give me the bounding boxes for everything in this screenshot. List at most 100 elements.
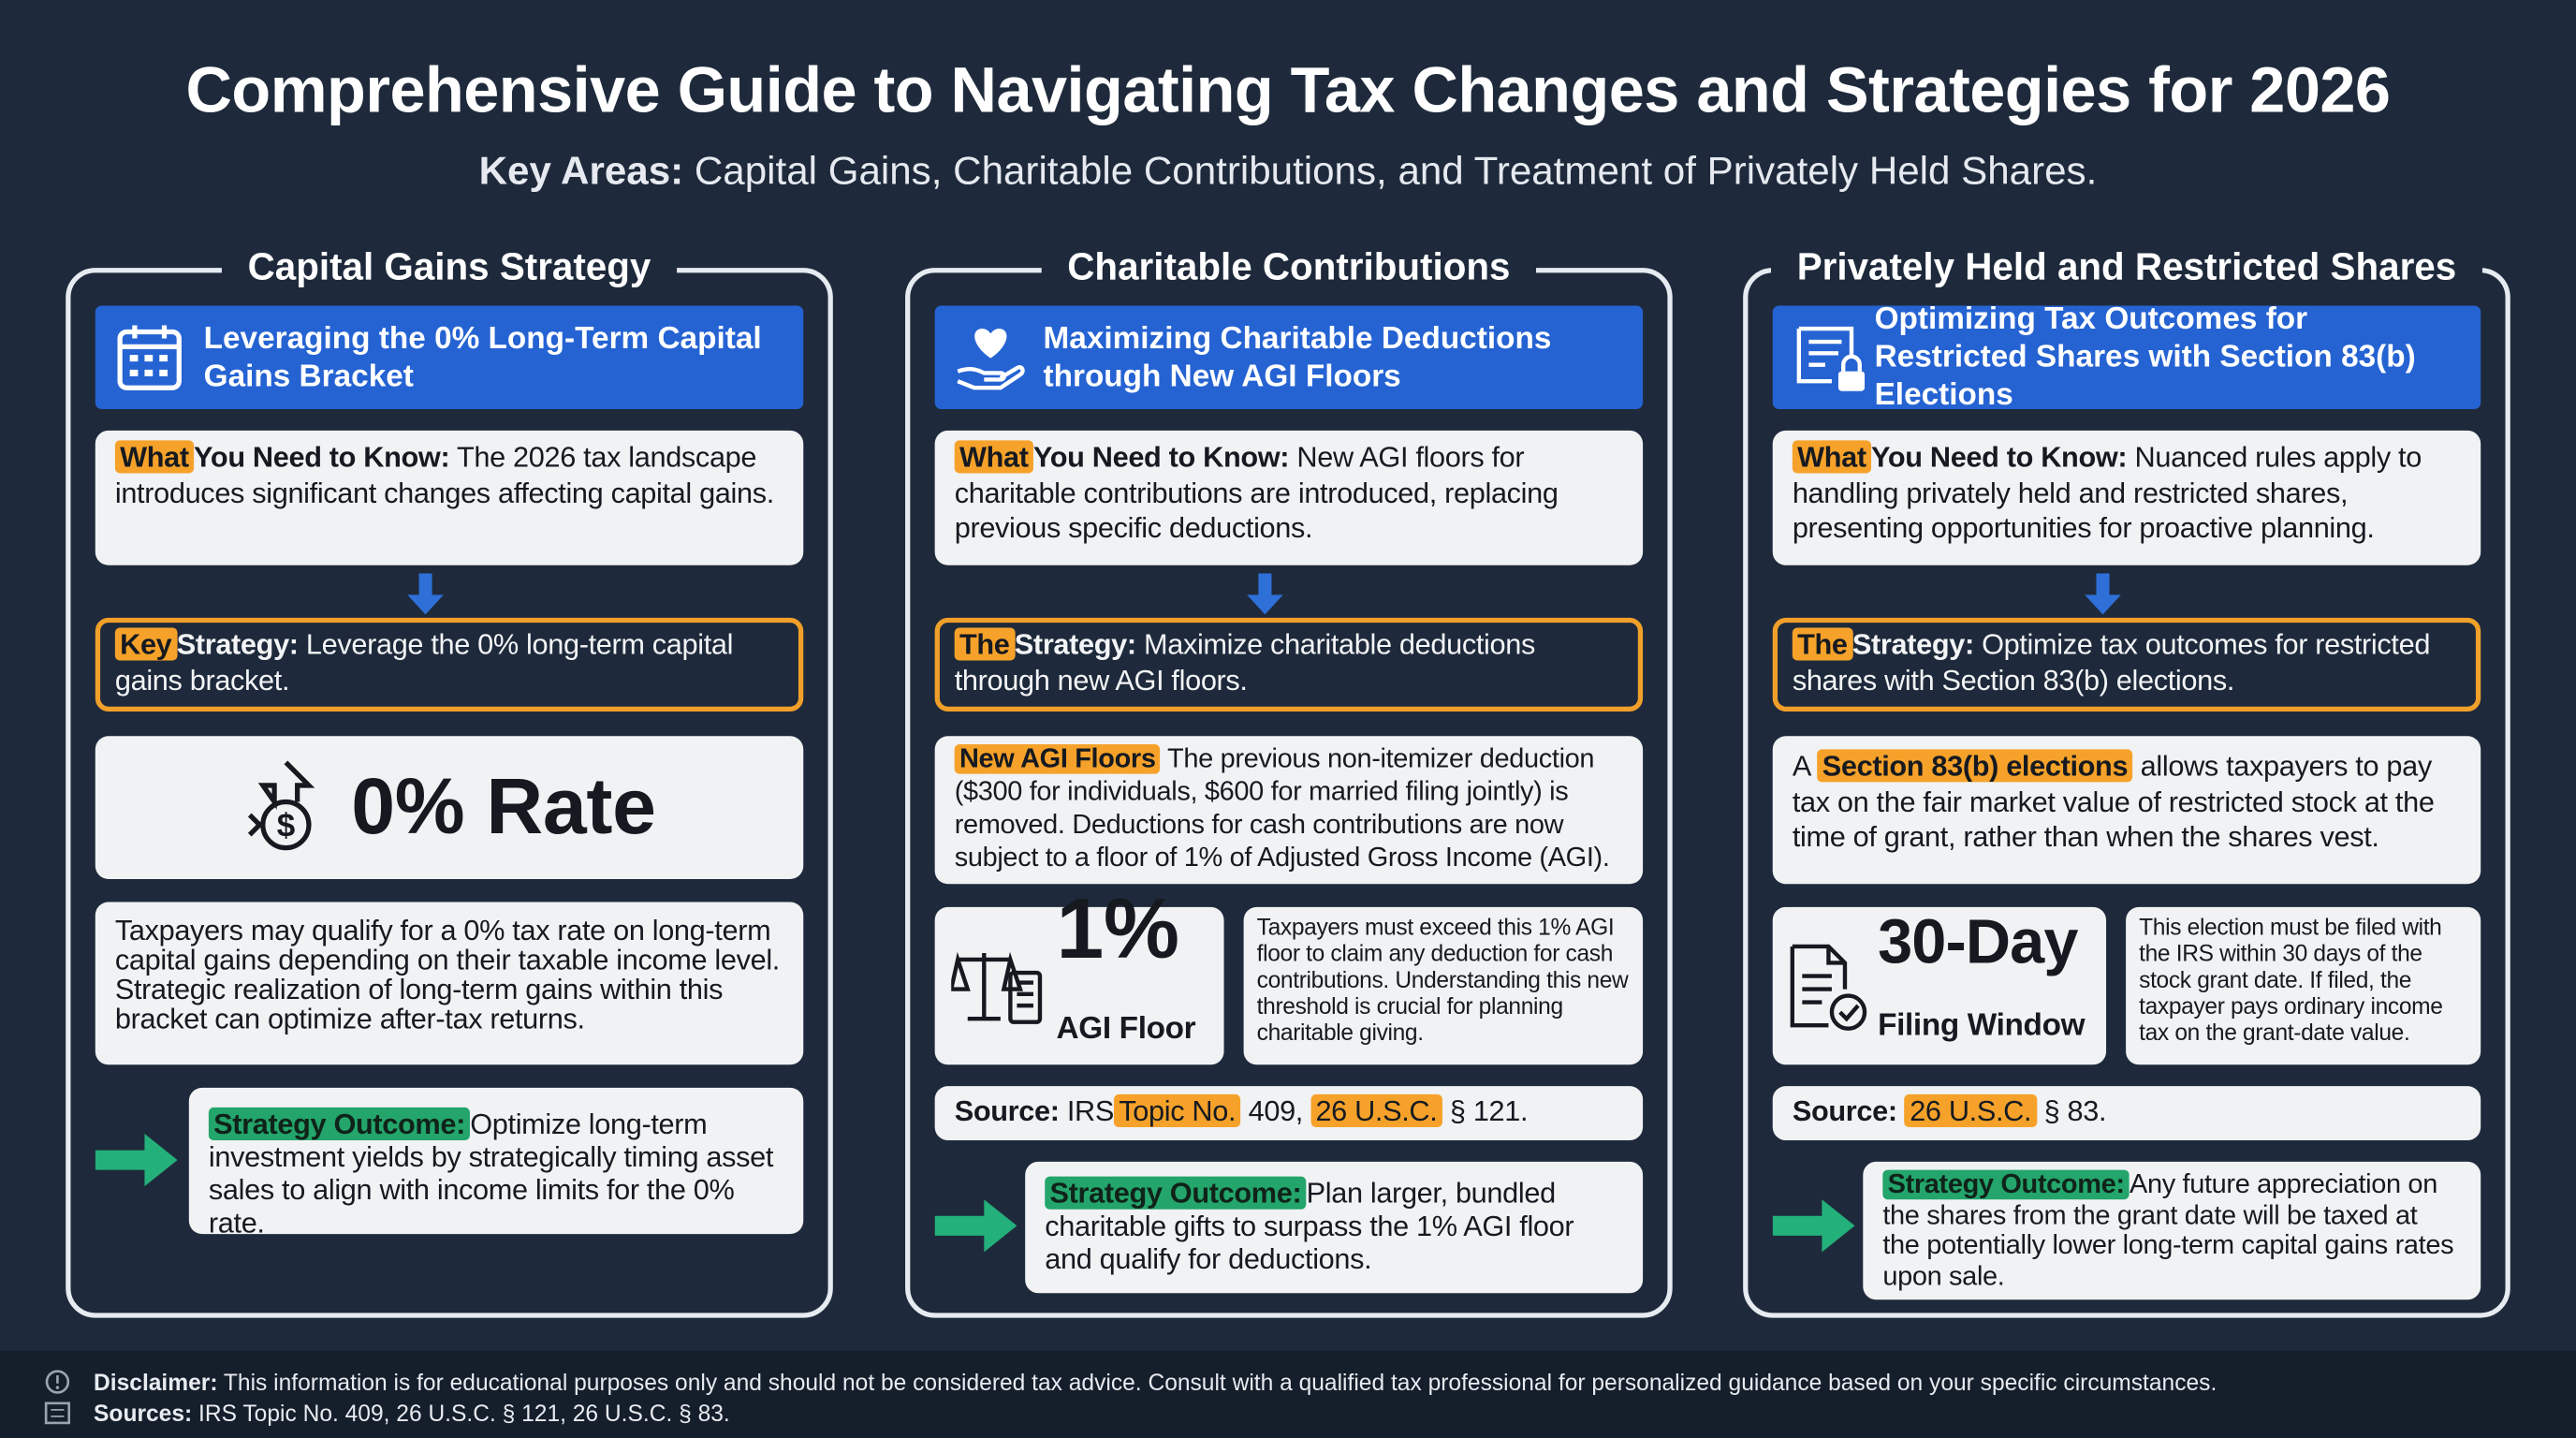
heart-hand-icon [957, 329, 1025, 390]
tag: The [954, 627, 1015, 661]
detail-card: A Section 83(b) elections allows taxpaye… [1772, 736, 2481, 885]
heading-text: Charitable Contributions [1041, 244, 1537, 287]
label: You Need to Know: [1871, 440, 2128, 474]
text: IRS Topic No. 409, 26 U.S.C. § 121, 26 U… [198, 1400, 730, 1427]
calendar-icon [117, 325, 182, 390]
know-card: What You Need to Know: New AGI floors for… [934, 430, 1644, 565]
panel: Charitable Contributions Maximizing Char… [905, 244, 1673, 1318]
know-card: What You Need to Know: The 2026 tax lands… [95, 430, 804, 565]
info-icon [45, 1370, 70, 1394]
part: § 121. [1449, 1093, 1529, 1127]
label: Source: [954, 1093, 1060, 1127]
source-card: Source: 26 U.S.C. § 83. [1772, 1086, 2481, 1141]
stat-card: 30-Day Filing Window [1772, 906, 2107, 1065]
subtitle: Key Areas: Capital Gains, Charitable Con… [0, 150, 2576, 196]
document-check-icon [1790, 944, 1867, 1031]
source-card: Source: IRS Topic No. 409, 26 U.S.C. § 12… [934, 1086, 1644, 1141]
banner: Maximizing Charitable Deductions through… [934, 305, 1644, 410]
right-arrow [95, 1134, 178, 1187]
know-card: What You Need to Know: Nuanced rules appl… [1772, 430, 2481, 565]
part: 26 U.S.C. [1310, 1093, 1442, 1127]
down-arrow [407, 573, 444, 615]
label: Strategy: [176, 627, 299, 661]
tag: What [114, 440, 195, 474]
tag: Strategy Outcome: [1882, 1169, 2130, 1200]
part: Topic No. [1113, 1093, 1241, 1127]
lead: A [1792, 749, 1810, 783]
text: Leverage the 0% long-term capital gains … [114, 627, 734, 697]
rate-card: $ 0% Rate [95, 736, 804, 879]
text: The previous non-itemizer deduction ($30… [954, 744, 1610, 873]
part: 409, [1248, 1093, 1304, 1127]
tag: Strategy Outcome: [1045, 1176, 1307, 1210]
banner: Leveraging the 0% Long-Term Capital Gain… [95, 305, 804, 410]
text: This information is for educational purp… [223, 1368, 2217, 1396]
heading-text: Capital Gains Strategy [221, 244, 678, 287]
tag: What [1792, 440, 1872, 474]
outcome-card: Strategy Outcome: Any future appreciation… [1863, 1161, 2481, 1300]
title: Comprehensive Guide to Navigating Tax Ch… [185, 55, 2391, 127]
stat-value: 30-Day [1878, 908, 2078, 978]
panel-heading: Charitable Contributions [910, 244, 1667, 289]
outcome-card: Strategy Outcome: Plan larger, bundled ch… [1025, 1161, 1644, 1294]
text: Taxpayers must exceed this 1% AGI floor … [1256, 913, 1629, 1046]
panel: Capital Gains Strategy Leveraging the 0%… [66, 244, 833, 1318]
banner-text: Maximizing Charitable Deductions through… [1043, 321, 1552, 394]
banner: Optimizing Tax Outcomes for Restricted S… [1772, 302, 2481, 413]
text: Optimize tax outcomes for restricted sha… [1792, 627, 2431, 697]
panel-heading: Privately Held and Restricted Shares [1748, 244, 2505, 289]
down-arrow [2085, 573, 2121, 615]
tag: What [954, 440, 1033, 474]
text: The 2026 tax landscape introduces signif… [114, 440, 774, 509]
rate-text: 0% Rate [351, 763, 656, 851]
label: Strategy: [1852, 627, 1974, 661]
note-card: This election must be filed with the IRS… [2126, 906, 2481, 1065]
heading-text: Privately Held and Restricted Shares [1770, 244, 2483, 287]
subtitle-text: Capital Gains, Charitable Contributions,… [694, 149, 2098, 195]
text: Any future appreciation on the shares fr… [1882, 1169, 2454, 1291]
text: Optimize long-term investment yields by … [208, 1107, 774, 1240]
text: This election must be filed with the IRS… [2139, 913, 2443, 1046]
label: You Need to Know: [194, 440, 450, 474]
part: § 83. [2043, 1093, 2107, 1127]
tag: Strategy Outcome: [208, 1107, 471, 1141]
label: Disclaimer: [94, 1368, 218, 1396]
detail-card: New AGI Floors The previous non-itemizer… [934, 736, 1644, 885]
label: You Need to Know: [1032, 440, 1290, 474]
text: Plan larger, bundled charitable gifts to… [1045, 1176, 1574, 1275]
sources-icon [44, 1401, 71, 1425]
stat-label: Filing Window [1878, 1008, 2086, 1044]
tag: Section 83(b) elections [1817, 749, 2133, 783]
banner-text: Optimizing Tax Outcomes for Restricted S… [1874, 301, 2416, 413]
sources: Sources: IRS Topic No. 409, 26 U.S.C. § … [94, 1400, 730, 1426]
strategy-box: The Strategy: Optimize tax outcomes for r… [1772, 617, 2481, 712]
label: Strategy: [1014, 627, 1136, 661]
label: Source: [1792, 1093, 1897, 1127]
outcome-card: Strategy Outcome: Optimize long-term inve… [188, 1087, 804, 1239]
right-arrow [1772, 1199, 1855, 1253]
text: Taxpayers may qualify for a 0% tax rate … [114, 913, 781, 1035]
label: Sources: [94, 1400, 193, 1427]
stat-label: AGI Floor [1056, 1012, 1196, 1047]
banner-text: Leveraging the 0% Long-Term Capital Gain… [203, 321, 762, 394]
document-lock-icon [1796, 326, 1866, 391]
stat-value: 1% [1056, 882, 1180, 978]
part: 26 U.S.C. [1904, 1093, 2037, 1127]
down-arrow [1247, 573, 1283, 615]
note-card: Taxpayers must exceed this 1% AGI floor … [1243, 906, 1644, 1065]
tag: The [1792, 627, 1852, 661]
text: Maximize charitable deductions through n… [954, 627, 1536, 697]
description-card: Taxpayers may qualify for a 0% tax rate … [95, 902, 804, 1065]
right-arrow [934, 1199, 1017, 1253]
disclaimer: Disclaimer: This information is for educ… [94, 1369, 2217, 1395]
strategy-box: Key Strategy: Leverage the 0% long-term c… [95, 617, 804, 712]
panel: Privately Held and Restricted Shares Opt… [1743, 244, 2510, 1318]
tag: Key [114, 627, 177, 661]
money-up-icon: $ [247, 759, 315, 850]
footer: Disclaimer: This information is for educ… [0, 1350, 2576, 1438]
panel-heading: Capital Gains Strategy [70, 244, 827, 289]
text: New AGI floors for charitable contributi… [954, 440, 1559, 544]
text: allows taxpayers to pay tax on the fair … [1792, 749, 2435, 853]
